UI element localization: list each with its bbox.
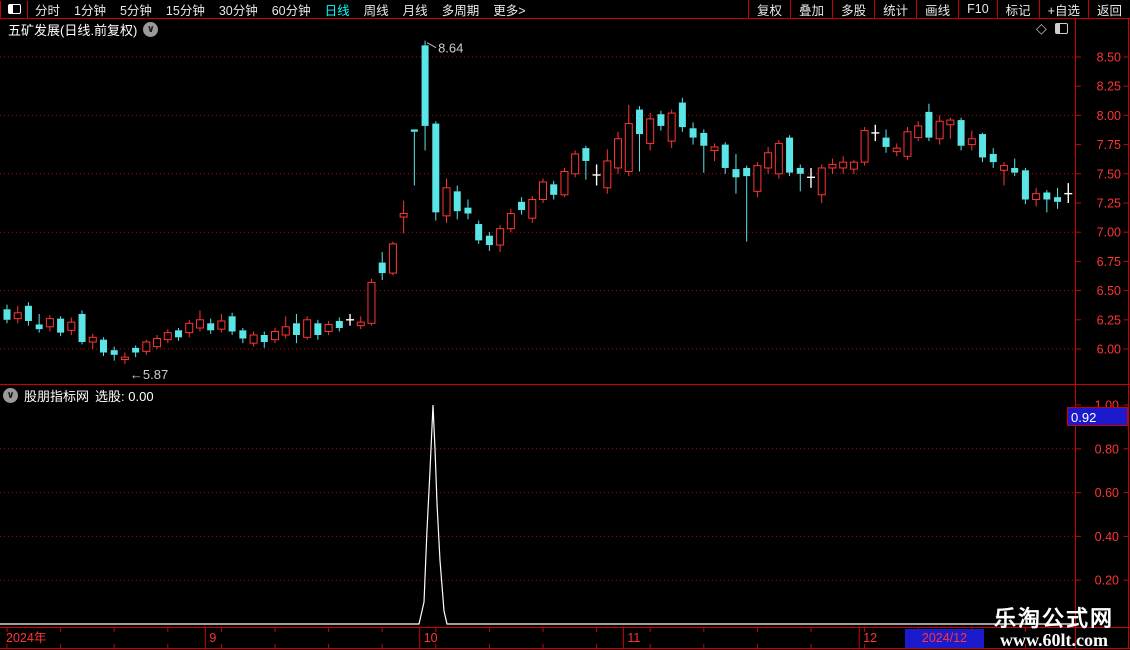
window-control-box[interactable] — [0, 0, 28, 18]
topbar-left-item-2[interactable]: 5分钟 — [119, 3, 152, 18]
topbar-right-item-5[interactable]: F10 — [958, 0, 997, 18]
topbar-left-item-8[interactable]: 月线 — [402, 3, 428, 18]
svg-text:8.64: 8.64 — [438, 41, 463, 56]
topbar-right-item-3[interactable]: 统计 — [874, 0, 916, 18]
topbar-right-item-4[interactable]: 画线 — [916, 0, 958, 18]
svg-text:6.00: 6.00 — [1097, 343, 1121, 357]
svg-text:0.80: 0.80 — [1095, 442, 1119, 456]
svg-text:0.40: 0.40 — [1095, 530, 1119, 544]
diamond-icon[interactable]: ◇ — [1036, 20, 1047, 36]
topbar-left-item-9[interactable]: 多周期 — [441, 3, 480, 18]
indicator-source: 股朋指标网 — [24, 388, 90, 404]
svg-text:7.25: 7.25 — [1097, 197, 1121, 211]
svg-text:11: 11 — [627, 631, 640, 645]
chevron-down-icon[interactable]: ∨ — [143, 21, 159, 37]
svg-text:8.50: 8.50 — [1097, 51, 1121, 65]
topbar-right-item-6[interactable]: 标记 — [996, 0, 1039, 18]
page-title: 五矿发展(日线.前复权) — [8, 22, 138, 38]
svg-text:12: 12 — [863, 631, 877, 645]
candles — [3, 40, 1073, 365]
split-window-icon[interactable] — [1054, 22, 1068, 34]
svg-text:10: 10 — [424, 631, 438, 645]
topbar-left-item-6[interactable]: 日线 — [324, 3, 350, 18]
topbar-right-item-7[interactable]: +自选 — [1038, 0, 1088, 18]
watermark: 乐淘公式网 www.60lt.com — [994, 607, 1114, 650]
topbar-left-item-4[interactable]: 30分钟 — [218, 3, 258, 18]
topbar-left-item-0[interactable]: 分时 — [35, 3, 61, 18]
topbar-right-item-2[interactable]: 多股 — [832, 0, 874, 18]
indicator-pane: 1.000.800.600.400.20 — [0, 399, 1129, 625]
topbar-right-item-1[interactable]: 叠加 — [790, 0, 832, 18]
svg-text:0.20: 0.20 — [1095, 574, 1119, 588]
svg-text:0.60: 0.60 — [1095, 486, 1119, 500]
svg-text:8.00: 8.00 — [1097, 109, 1121, 123]
last-date-badge: 2024/12 — [905, 629, 984, 648]
watermark-site-name: 乐淘公式网 — [993, 606, 1114, 631]
svg-text:6.25: 6.25 — [1097, 313, 1121, 327]
indicator-signal-value: 0.00 — [128, 388, 154, 404]
svg-text:←5.87: ←5.87 — [130, 367, 168, 382]
svg-text:6.75: 6.75 — [1097, 255, 1121, 269]
topbar-left-item-3[interactable]: 15分钟 — [165, 3, 205, 18]
topbar-left-item-1[interactable]: 1分钟 — [74, 3, 106, 18]
indicator-signal-label: 选股: 0.00 — [95, 388, 154, 404]
watermark-site-url: www.60lt.com — [1000, 630, 1108, 650]
topbar-right-item-0[interactable]: 复权 — [748, 0, 790, 18]
gridlines — [0, 56, 1075, 350]
window-icon — [7, 4, 21, 14]
svg-text:7.75: 7.75 — [1097, 138, 1121, 152]
top-menu-bar: 分时 1分钟 5分钟 15分钟 30分钟 60分钟 日线 周线 月线 多周期 更多> 复权 叠加 多股统… — [0, 0, 1130, 19]
axes: 8.50 8.25 8.00 7.75 7.50 7.25 7.00 6.75 6.50 6.25… — [130, 41, 1129, 382]
indicator-line — [0, 404, 1075, 625]
indicator-value-badge: 0.92 — [1067, 407, 1128, 426]
tools-menu: 复权 叠加 多股 统计 画线 F10 标记 +自选 返回 — [748, 0, 1130, 18]
svg-text:7.50: 7.50 — [1097, 167, 1121, 181]
indicator-header: ∨ 股朋指标网 选股: 0.00 — [3, 387, 154, 404]
svg-text:2024年: 2024年 — [6, 631, 46, 645]
chart-title-row: 五矿发展(日线.前复权) ∨ — [8, 20, 159, 38]
frame-lines: 9 10 11 12 2024年 — [0, 18, 1130, 649]
chevron-down-icon[interactable]: ∨ — [3, 387, 18, 403]
topbar-left-item-7[interactable]: 周线 — [363, 3, 389, 18]
topbar-left-item-5[interactable]: 60分钟 — [271, 3, 311, 18]
title-row-icons: ◇ — [1036, 21, 1068, 35]
svg-text:8.25: 8.25 — [1097, 80, 1121, 94]
topbar-right-item-8[interactable]: 返回 — [1087, 0, 1130, 18]
period-menu: 分时 1分钟 5分钟 15分钟 30分钟 60分钟 日线 周线 月线 多周期 更多> — [28, 0, 533, 18]
svg-text:6.50: 6.50 — [1097, 284, 1121, 298]
svg-text:9: 9 — [209, 631, 216, 645]
svg-text:7.00: 7.00 — [1097, 226, 1121, 240]
topbar-left-item-10[interactable]: 更多> — [493, 3, 526, 18]
